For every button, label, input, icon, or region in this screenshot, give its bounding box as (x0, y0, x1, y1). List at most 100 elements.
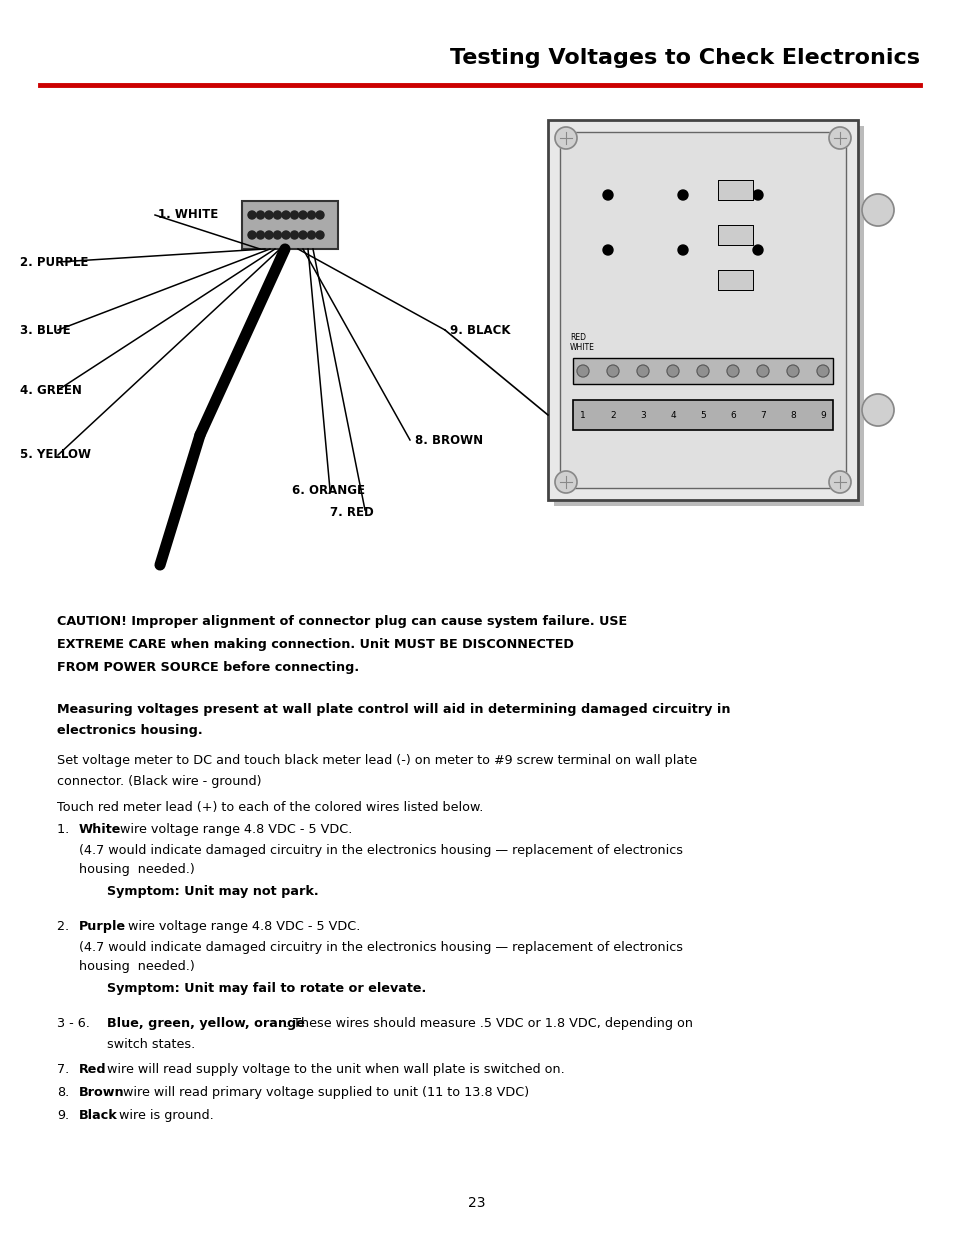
Circle shape (298, 231, 307, 240)
Text: FROM POWER SOURCE before connecting.: FROM POWER SOURCE before connecting. (57, 661, 358, 674)
Text: . These wires should measure .5 VDC or 1.8 VDC, depending on: . These wires should measure .5 VDC or 1… (285, 1016, 692, 1030)
Bar (559, 132, 845, 488)
Text: 2. PURPLE: 2. PURPLE (20, 256, 89, 268)
Bar (718, 270, 752, 290)
Circle shape (666, 366, 679, 377)
Circle shape (862, 394, 893, 426)
Text: 7: 7 (760, 410, 765, 420)
Text: 1: 1 (579, 410, 585, 420)
Bar (573, 400, 832, 430)
Text: 2.: 2. (57, 920, 77, 932)
Text: 9: 9 (820, 410, 825, 420)
Circle shape (555, 471, 577, 493)
Circle shape (828, 471, 850, 493)
Circle shape (248, 231, 255, 240)
Text: Red: Red (79, 1063, 107, 1076)
Circle shape (678, 245, 687, 254)
Text: EXTREME CARE when making connection. Unit MUST BE DISCONNECTED: EXTREME CARE when making connection. Uni… (57, 638, 574, 651)
Text: Blue, green, yellow, orange: Blue, green, yellow, orange (107, 1016, 305, 1030)
Circle shape (828, 127, 850, 149)
Text: 7. RED: 7. RED (330, 505, 374, 519)
Circle shape (291, 231, 298, 240)
Circle shape (298, 211, 307, 219)
Bar (718, 225, 752, 245)
Circle shape (282, 211, 290, 219)
Text: Symptom: Unit may fail to rotate or elevate.: Symptom: Unit may fail to rotate or elev… (107, 982, 426, 995)
Circle shape (602, 245, 613, 254)
FancyBboxPatch shape (242, 201, 337, 249)
Circle shape (256, 231, 264, 240)
Circle shape (577, 366, 588, 377)
Text: Brown: Brown (79, 1086, 125, 1099)
Text: 5: 5 (700, 410, 705, 420)
Circle shape (248, 211, 255, 219)
Text: 1. WHITE: 1. WHITE (158, 209, 218, 221)
Circle shape (265, 211, 273, 219)
Text: 9.: 9. (57, 1109, 69, 1123)
Text: 3. BLUE: 3. BLUE (20, 324, 71, 336)
Text: Set voltage meter to DC and touch black meter lead (-) on meter to #9 screw term: Set voltage meter to DC and touch black … (57, 755, 697, 767)
Bar (718, 180, 752, 200)
Text: (4.7 would indicate damaged circuitry in the electronics housing — replacement o: (4.7 would indicate damaged circuitry in… (79, 844, 682, 857)
Text: CAUTION! Improper alignment of connector plug can cause system failure. USE: CAUTION! Improper alignment of connector… (57, 615, 626, 629)
Text: Touch red meter lead (+) to each of the colored wires listed below.: Touch red meter lead (+) to each of the … (57, 802, 483, 814)
Text: 2: 2 (610, 410, 616, 420)
Circle shape (752, 245, 762, 254)
Text: (4.7 would indicate damaged circuitry in the electronics housing — replacement o: (4.7 would indicate damaged circuitry in… (79, 941, 682, 953)
Bar (718, 225, 752, 245)
Circle shape (786, 366, 799, 377)
Text: electronics housing.: electronics housing. (57, 724, 202, 737)
Text: 8. BROWN: 8. BROWN (415, 433, 482, 447)
Text: 8.: 8. (57, 1086, 70, 1099)
Circle shape (637, 366, 648, 377)
Text: 4. GREEN: 4. GREEN (20, 384, 82, 396)
Text: 3 - 6.: 3 - 6. (57, 1016, 90, 1030)
Circle shape (307, 211, 315, 219)
Text: wire voltage range 4.8 VDC - 5 VDC.: wire voltage range 4.8 VDC - 5 VDC. (124, 920, 360, 932)
Text: White: White (79, 823, 121, 836)
Circle shape (307, 231, 315, 240)
Text: wire will read supply voltage to the unit when wall plate is switched on.: wire will read supply voltage to the uni… (103, 1063, 564, 1076)
FancyBboxPatch shape (554, 126, 863, 506)
Text: housing  needed.): housing needed.) (79, 960, 194, 973)
Text: 1.: 1. (57, 823, 77, 836)
Text: connector. (Black wire - ground): connector. (Black wire - ground) (57, 776, 261, 788)
Text: 7.: 7. (57, 1063, 70, 1076)
Text: Symptom: Unit may not park.: Symptom: Unit may not park. (107, 885, 318, 898)
Text: Measuring voltages present at wall plate control will aid in determining damaged: Measuring voltages present at wall plate… (57, 703, 730, 716)
Bar (718, 180, 752, 200)
Text: 23: 23 (468, 1195, 485, 1210)
Circle shape (265, 231, 273, 240)
Circle shape (816, 366, 828, 377)
Circle shape (862, 194, 893, 226)
Circle shape (274, 211, 281, 219)
Circle shape (291, 211, 298, 219)
Text: Black: Black (79, 1109, 117, 1123)
Text: 5. YELLOW: 5. YELLOW (20, 448, 91, 462)
Text: 9. BLACK: 9. BLACK (450, 324, 510, 336)
Text: wire voltage range 4.8 VDC - 5 VDC.: wire voltage range 4.8 VDC - 5 VDC. (116, 823, 352, 836)
Circle shape (606, 366, 618, 377)
Circle shape (678, 190, 687, 200)
Circle shape (315, 211, 324, 219)
Circle shape (555, 127, 577, 149)
Text: wire will read primary voltage supplied to unit (11 to 13.8 VDC): wire will read primary voltage supplied … (119, 1086, 529, 1099)
Circle shape (602, 190, 613, 200)
Bar (718, 270, 752, 290)
Circle shape (752, 190, 762, 200)
Text: 4: 4 (670, 410, 675, 420)
FancyBboxPatch shape (547, 120, 857, 500)
Text: Purple: Purple (79, 920, 126, 932)
Circle shape (256, 211, 264, 219)
Bar (573, 358, 832, 384)
Text: 6: 6 (729, 410, 735, 420)
Circle shape (697, 366, 708, 377)
Text: 3: 3 (639, 410, 645, 420)
Circle shape (726, 366, 739, 377)
Text: RED: RED (569, 333, 585, 342)
Text: housing  needed.): housing needed.) (79, 863, 194, 876)
Text: wire is ground.: wire is ground. (115, 1109, 213, 1123)
Circle shape (757, 366, 768, 377)
Text: 8: 8 (789, 410, 795, 420)
Circle shape (282, 231, 290, 240)
